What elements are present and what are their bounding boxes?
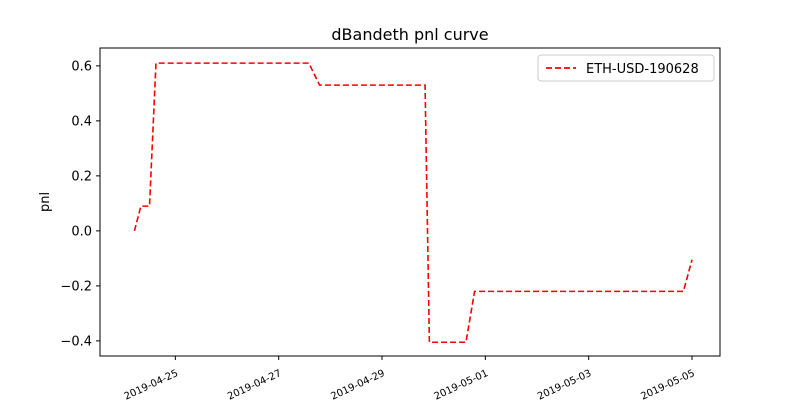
y-tick-label: 0.4 xyxy=(71,114,92,129)
chart-title: dBandeth pnl curve xyxy=(331,25,488,44)
legend: ETH-USD-190628 xyxy=(537,54,715,82)
legend-box xyxy=(537,54,715,82)
y-tick-label: −0.4 xyxy=(60,334,92,349)
y-axis: −0.4 −0.2 0.0 0.2 0.4 0.6 xyxy=(60,59,100,349)
y-tick-label: −0.2 xyxy=(60,279,92,294)
series-line-eth-usd-190628 xyxy=(133,62,693,344)
y-tick-label: 0.2 xyxy=(71,169,92,184)
y-axis-label: pnl xyxy=(38,192,53,212)
plot-area xyxy=(99,47,721,357)
y-tick-label: 0.0 xyxy=(71,224,92,239)
y-tick-label: 0.6 xyxy=(71,59,92,74)
series-layer xyxy=(133,62,693,344)
legend-label-eth-usd-190628: ETH-USD-190628 xyxy=(586,62,699,77)
plot-frame xyxy=(99,47,721,357)
